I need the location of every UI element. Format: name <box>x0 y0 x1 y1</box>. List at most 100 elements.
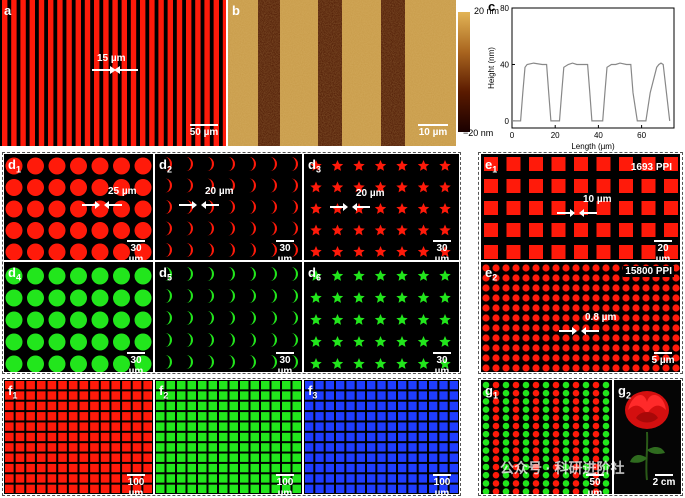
pixel-square <box>219 412 228 421</box>
stripe <box>167 0 173 146</box>
pixel-dot <box>572 354 580 362</box>
pixel-square <box>398 401 407 411</box>
pixel-crescent <box>249 311 257 325</box>
pixel-dot <box>502 264 510 272</box>
pixel-square <box>36 422 46 431</box>
pixel-dot <box>492 364 500 372</box>
pixel-dot <box>134 243 152 260</box>
pixel-square <box>377 453 386 462</box>
pixel-square <box>439 484 448 493</box>
scale-bar-e2: 5 µm <box>650 352 676 366</box>
pixel-star <box>439 270 451 281</box>
pixel-dot <box>482 422 490 430</box>
stripe <box>130 0 137 146</box>
pixel-star <box>417 314 430 325</box>
pixel-dot <box>572 274 580 282</box>
pixel-square <box>219 381 228 390</box>
pixel-dot <box>562 294 570 302</box>
pixel-square <box>58 381 67 390</box>
pixel-square <box>79 422 89 431</box>
pixel-dot <box>512 294 520 302</box>
pixel-star <box>417 358 430 369</box>
pixel-square <box>418 432 427 442</box>
scale-bar-b: 10 µm <box>416 124 450 138</box>
pixel-square <box>111 443 121 452</box>
pixel-star <box>353 203 365 214</box>
pixel-dot <box>552 314 560 322</box>
x-tick-label: 20 <box>551 131 560 140</box>
pixel-star <box>374 292 387 303</box>
pixel-square <box>506 223 521 237</box>
pixel-dot <box>552 471 560 479</box>
pixel-square <box>449 474 458 483</box>
pixel-dot <box>602 364 610 372</box>
pixel-square <box>15 401 25 411</box>
pixel-square <box>100 391 110 400</box>
pixel-grid <box>305 381 458 493</box>
pixel-dot <box>592 480 600 487</box>
pixel-dot <box>582 447 590 454</box>
group-e-frame <box>478 152 683 374</box>
pixel-square <box>387 412 396 421</box>
pixel-crescent <box>249 221 256 236</box>
pixel-dot <box>512 381 520 389</box>
pixel-dot <box>542 274 550 282</box>
pixel-dot <box>134 222 152 239</box>
pixel-square <box>336 391 345 400</box>
pixel-dot <box>672 334 680 342</box>
pixel-dot <box>542 389 550 397</box>
pixel-dot <box>632 284 640 292</box>
pixel-dot <box>562 364 570 372</box>
pixel-crescent <box>228 200 235 214</box>
pixel-dot <box>652 344 660 352</box>
pixel-dot <box>552 324 560 332</box>
pixel-square <box>506 179 521 193</box>
pixel-array <box>310 270 451 369</box>
pixel-dot <box>502 422 510 430</box>
pixel-square <box>261 412 270 421</box>
pixel-square <box>177 401 186 411</box>
pixel-dot <box>48 222 66 239</box>
pixel-square <box>58 463 67 473</box>
pixel-square <box>198 484 207 493</box>
pixel-square <box>47 484 57 493</box>
pixel-dot <box>552 414 560 422</box>
pixel-square <box>100 474 110 483</box>
pixel-square <box>271 453 280 462</box>
pixel-array <box>484 157 678 259</box>
pixel-square <box>240 432 249 442</box>
pixel-dot <box>642 284 650 292</box>
pixel-star <box>310 358 322 369</box>
pixel-dot <box>512 389 520 397</box>
pixel-dot <box>48 355 66 372</box>
pixel-dot <box>672 284 680 292</box>
pixel-square <box>208 484 217 493</box>
pixel-dot <box>522 455 530 463</box>
pixel-dot <box>572 389 580 397</box>
pixel-square <box>325 422 334 431</box>
pixel-square <box>250 401 259 411</box>
pixel-dot <box>592 439 600 446</box>
pixel-square <box>418 453 427 462</box>
pixel-square <box>356 474 365 483</box>
pixel-dot <box>502 324 510 332</box>
pixel-dot <box>91 355 109 372</box>
stripe <box>140 0 146 146</box>
pixel-square <box>271 432 280 442</box>
pixel-square <box>47 401 57 411</box>
panel-a-stripes: a 15 µm 50 µm <box>0 0 226 146</box>
stripe <box>195 0 201 146</box>
pixel-square <box>439 422 448 431</box>
pixel-crescent <box>207 157 214 171</box>
pixel-square <box>292 412 301 421</box>
pixel-square <box>143 422 152 431</box>
pixel-dot <box>522 334 530 342</box>
stripe <box>149 0 155 146</box>
pixel-dot <box>582 439 590 446</box>
pixel-dot <box>552 334 560 342</box>
pixel-square <box>367 463 376 473</box>
pixel-square <box>240 401 249 411</box>
pixel-dot <box>582 354 590 362</box>
pixel-square <box>26 453 35 462</box>
pixel-dot <box>592 381 600 389</box>
